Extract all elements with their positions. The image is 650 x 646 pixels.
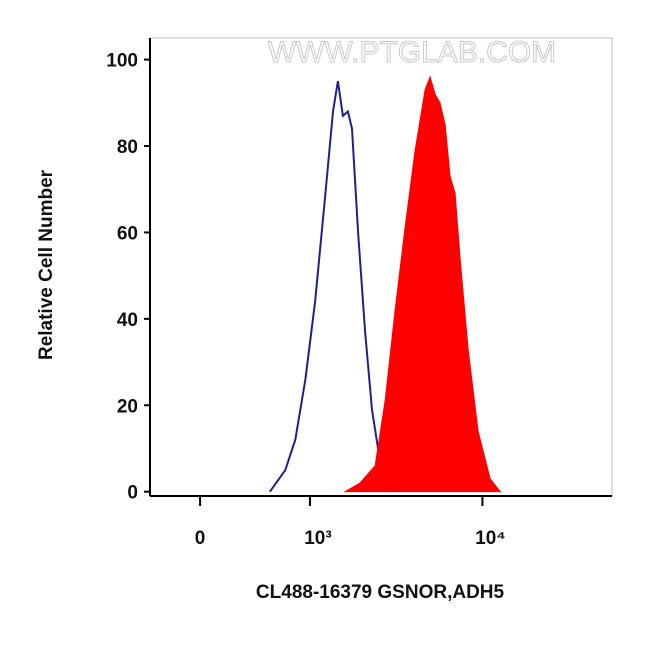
y-tick-label: 40 [117,310,138,331]
y-tick-label: 20 [117,396,138,417]
y-tick-label: 0 [127,483,138,504]
x-axis-label: CL488-16379 GSNOR,ADH5 [256,582,505,603]
x-tick-label: 10³ [304,528,331,549]
y-tick-label: 80 [117,137,138,158]
histogram-area [344,75,501,494]
watermark: WWW.PTGLAB.COM [268,36,556,69]
x-tick-label: 0 [195,528,206,549]
y-tick-label: 100 [106,51,138,72]
y-tick-label: 60 [117,223,138,244]
y-axis-label: Relative Cell Number [36,169,57,360]
histogram-line [269,81,394,493]
x-tick-label: 10⁴ [475,528,506,549]
